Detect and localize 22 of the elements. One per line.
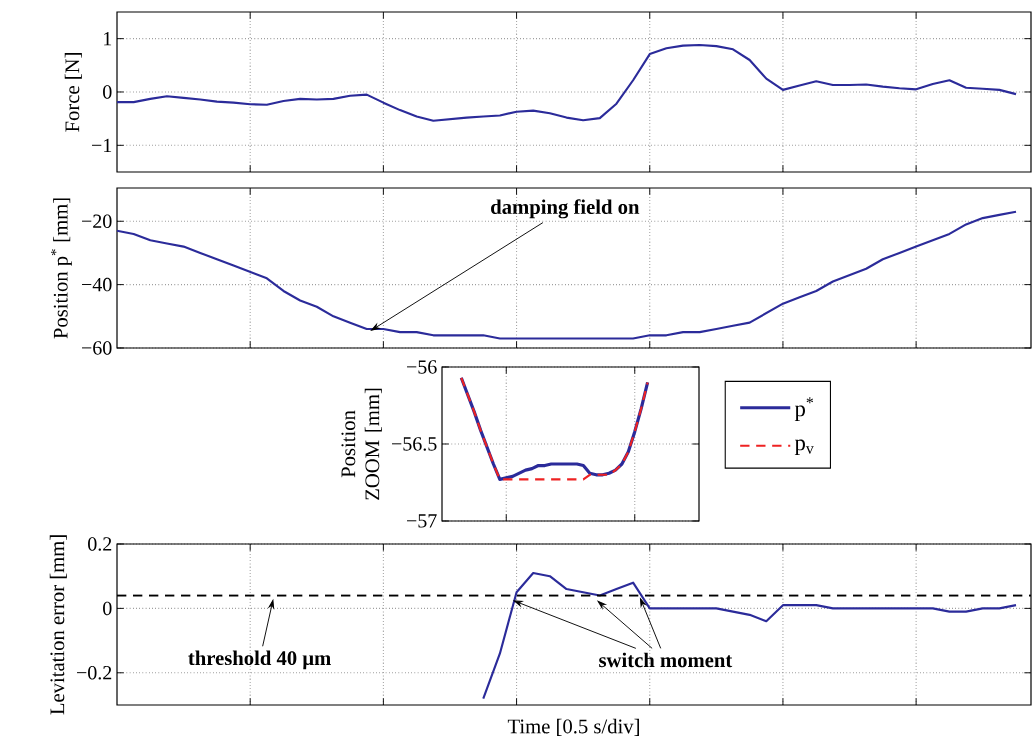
- legend-label: p$^{*}$: [794, 397, 814, 421]
- annotation: threshold 40 μm: [188, 650, 331, 670]
- y-tick-label: −40: [82, 277, 112, 292]
- y-axis-title: Force [N]: [64, 53, 82, 132]
- y-axis-title: Position p$^{*}$ [mm]: [51, 198, 72, 339]
- y-tick-label: −1: [92, 138, 112, 152]
- y-axis-title: Position ZOOM [mm]: [341, 388, 382, 500]
- annotation: damping field on: [491, 199, 640, 219]
- legend-label: p$_{v}$: [794, 439, 814, 455]
- y-tick-label: −56: [407, 360, 437, 374]
- y-tick-label: −0.2: [77, 666, 112, 680]
- y-tick-label: −57: [407, 514, 437, 528]
- y-tick-label: −20: [82, 214, 112, 228]
- y-tick-label: −56.5: [392, 437, 437, 451]
- y-tick-label: −60: [82, 341, 112, 355]
- x-axis-title: Time [0.5 s/div]: [507, 718, 639, 736]
- y-axis-title: Levitation error [mm]: [49, 535, 67, 715]
- annotation: switch moment: [599, 652, 733, 668]
- y-tick-label: 0: [103, 85, 112, 99]
- y-tick-label: 0.2: [88, 537, 112, 551]
- y-tick-label: 1: [104, 32, 112, 46]
- y-tick-label: 0: [103, 601, 112, 616]
